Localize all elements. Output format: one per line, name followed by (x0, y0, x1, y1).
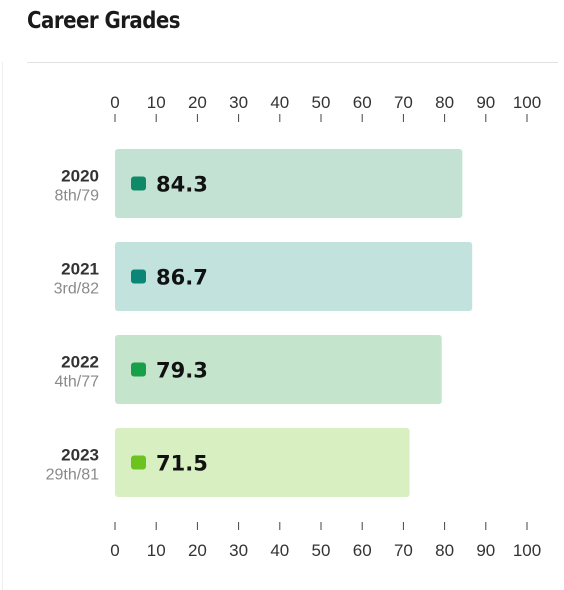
top-axis-tick-label: 30 (229, 93, 248, 112)
grade-bar-2023 (115, 428, 410, 497)
bottom-axis-tick-label: 20 (188, 541, 207, 560)
grade-value-2022: 79.3 (156, 359, 208, 383)
grade-bar-2022 (115, 335, 442, 404)
bottom-axis-tick-label: 50 (312, 541, 331, 560)
bottom-axis-tick-label: 0 (110, 541, 119, 560)
bottom-axis-tick-label: 30 (229, 541, 248, 560)
grade-marker-2021 (131, 269, 146, 284)
grade-marker-2020 (131, 176, 146, 191)
grade-value-2023: 71.5 (156, 452, 208, 476)
bottom-axis-tick-label: 80 (435, 541, 454, 560)
season-year-label: 2021 (61, 260, 99, 279)
grade-bar-2021 (115, 242, 473, 311)
bottom-axis-tick-label: 90 (476, 541, 495, 560)
top-axis-tick-label: 60 (353, 93, 372, 112)
chart-title: Career Grades (27, 8, 181, 34)
top-axis-tick-label: 70 (394, 93, 413, 112)
grade-bar-2020 (115, 149, 463, 218)
season-rank-label: 29th/81 (46, 467, 99, 484)
season-rank-label: 4th/77 (55, 374, 100, 391)
grade-value-2020: 84.3 (156, 173, 208, 197)
season-year-label: 2023 (61, 446, 99, 465)
grade-marker-2023 (131, 455, 146, 470)
grade-value-2021: 86.7 (156, 266, 208, 290)
top-axis-tick-label: 0 (110, 93, 119, 112)
season-rank-label: 3rd/82 (54, 281, 99, 298)
grade-marker-2022 (131, 362, 146, 377)
bottom-axis-tick-label: 70 (394, 541, 413, 560)
top-axis-tick-label: 10 (147, 93, 166, 112)
bottom-axis-tick-label: 100 (513, 541, 541, 560)
title-divider (27, 62, 558, 63)
top-axis-tick-label: 40 (270, 93, 289, 112)
season-rank-label: 8th/79 (55, 188, 100, 205)
season-year-label: 2022 (61, 353, 99, 372)
bottom-axis-tick-label: 40 (270, 541, 289, 560)
panel-left-border (2, 62, 3, 590)
bottom-axis-tick-label: 10 (147, 541, 166, 560)
top-axis-tick-label: 90 (476, 93, 495, 112)
bottom-axis-tick-label: 60 (353, 541, 372, 560)
top-axis-tick-label: 50 (312, 93, 331, 112)
top-axis-tick-label: 100 (513, 93, 541, 112)
top-axis-tick-label: 20 (188, 93, 207, 112)
season-year-label: 2020 (61, 167, 99, 186)
top-axis-tick-label: 80 (435, 93, 454, 112)
